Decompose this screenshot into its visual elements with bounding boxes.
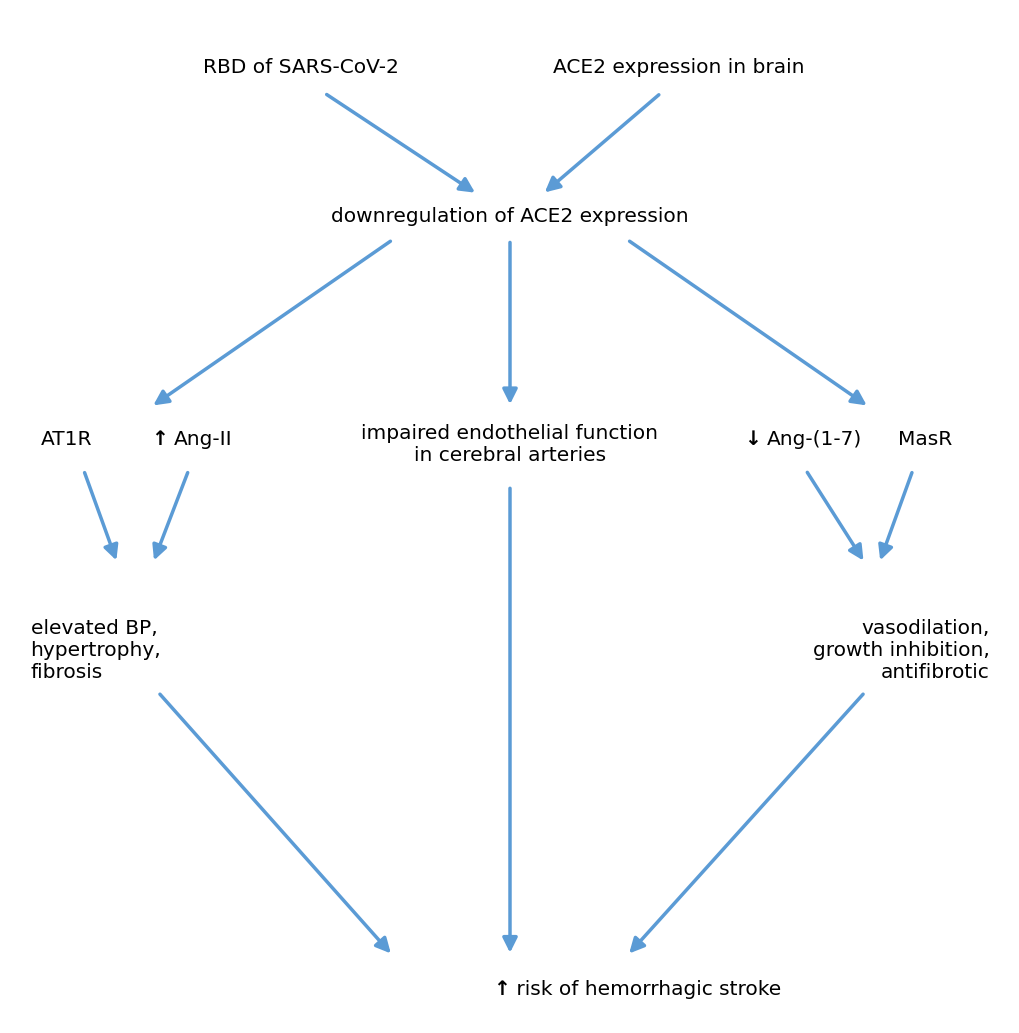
Text: risk of hemorrhagic stroke: risk of hemorrhagic stroke — [510, 980, 781, 999]
Text: ↑: ↑ — [492, 980, 510, 999]
Text: ↑: ↑ — [151, 430, 168, 448]
Text: Ang-II: Ang-II — [173, 430, 231, 448]
Text: Ang-(1-7): Ang-(1-7) — [766, 430, 861, 448]
Text: vasodilation,
growth inhibition,
antifibrotic: vasodilation, growth inhibition, antifib… — [812, 620, 988, 682]
Text: RBD of SARS-CoV-2: RBD of SARS-CoV-2 — [203, 58, 398, 76]
Text: impaired endothelial function
in cerebral arteries: impaired endothelial function in cerebra… — [361, 424, 658, 465]
Text: downregulation of ACE2 expression: downregulation of ACE2 expression — [331, 208, 688, 226]
Text: MasR: MasR — [897, 430, 951, 448]
Text: ACE2 expression in brain: ACE2 expression in brain — [552, 58, 803, 76]
Text: ↓: ↓ — [744, 430, 761, 448]
Text: elevated BP,
hypertrophy,
fibrosis: elevated BP, hypertrophy, fibrosis — [31, 620, 161, 682]
Text: AT1R: AT1R — [41, 430, 92, 448]
